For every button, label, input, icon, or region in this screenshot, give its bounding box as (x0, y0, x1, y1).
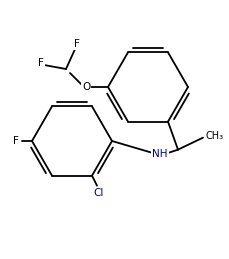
Text: CH₃: CH₃ (205, 131, 223, 141)
Text: Cl: Cl (93, 188, 104, 198)
Text: F: F (13, 136, 19, 146)
Text: F: F (38, 58, 44, 68)
Text: NH: NH (152, 149, 167, 159)
Text: F: F (74, 39, 80, 49)
Text: O: O (82, 82, 90, 92)
